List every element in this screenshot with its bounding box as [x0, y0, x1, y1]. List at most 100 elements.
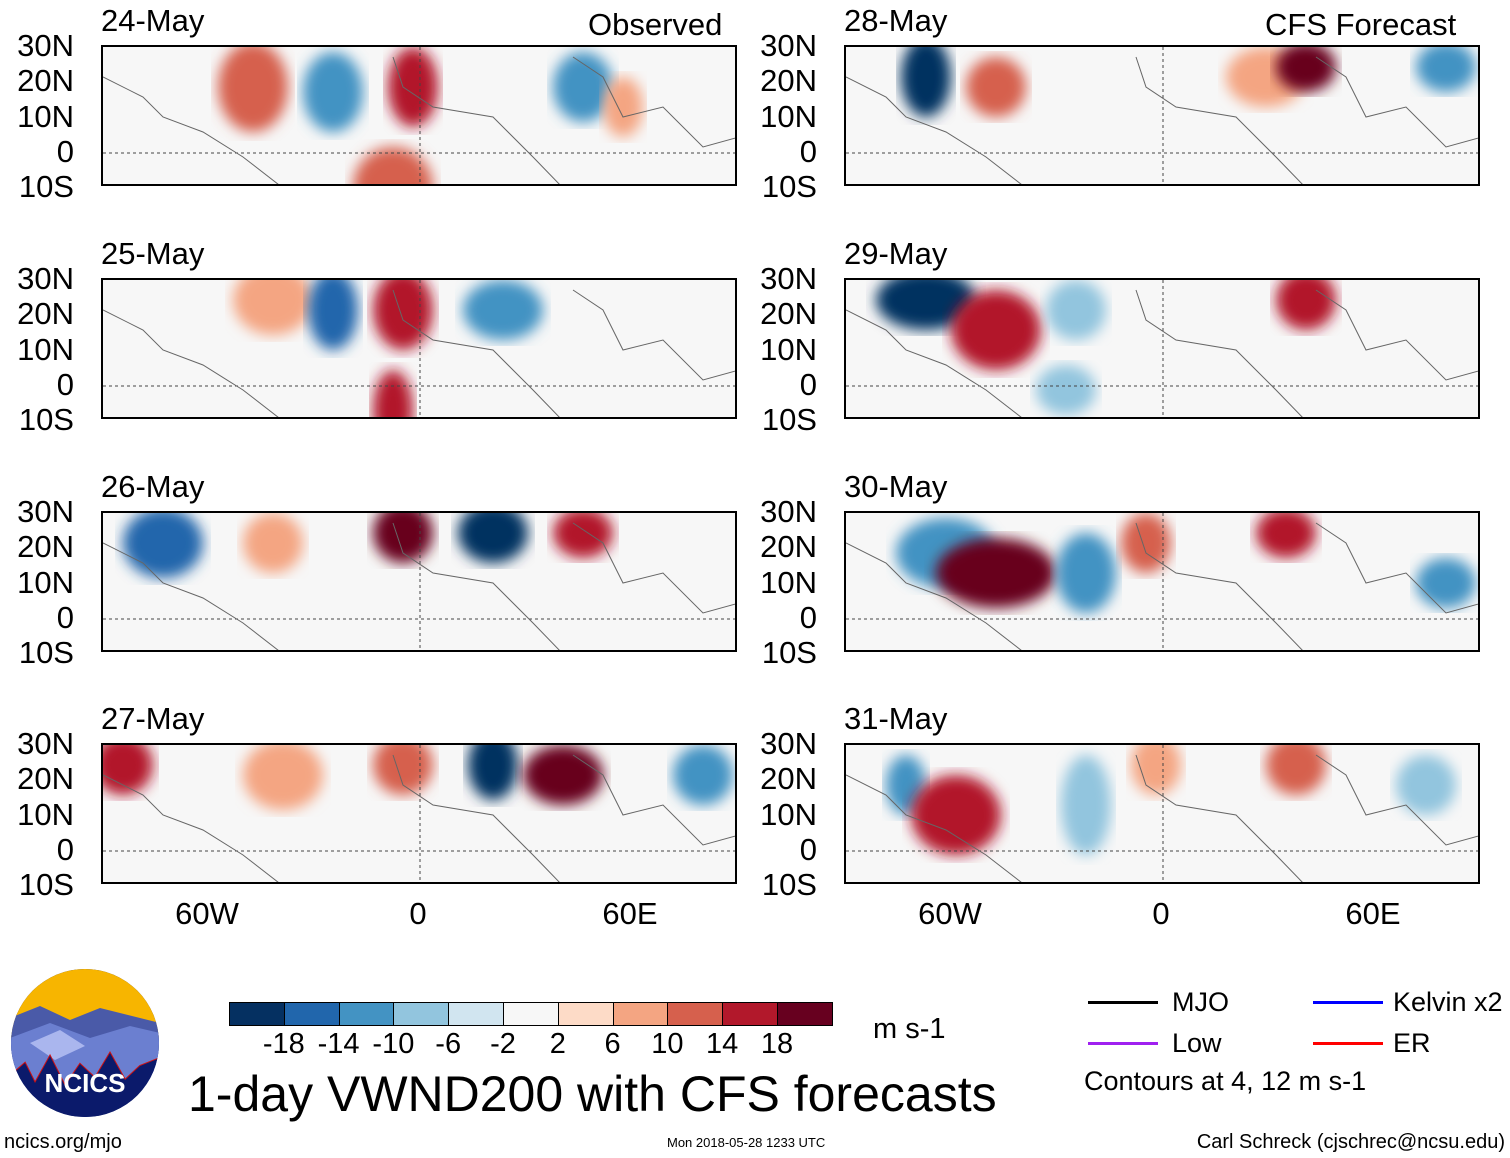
wind-anomaly-shading	[373, 513, 433, 563]
lat-tick-label: 20N	[17, 63, 74, 98]
map-panel	[844, 45, 1480, 186]
lat-tick-label: 10N	[760, 332, 817, 367]
logo-text: NCICS	[45, 1068, 126, 1098]
coastline	[103, 754, 735, 882]
colorbar-swatch	[722, 1002, 778, 1026]
lon-tick-label: 0	[409, 896, 427, 931]
colorbar-swatch	[503, 1002, 559, 1026]
lat-tick-label: 30N	[17, 261, 74, 296]
coastline	[103, 289, 735, 417]
wind-anomaly-shading	[303, 52, 363, 132]
wind-anomaly-shading	[1266, 745, 1326, 795]
lat-tick-label: 10N	[760, 99, 817, 134]
lat-tick-label: 10S	[761, 169, 817, 204]
coastline	[103, 56, 735, 184]
lat-tick-label: 10N	[760, 797, 817, 832]
colorbar-label: -6	[435, 1028, 462, 1060]
wind-anomaly-shading	[463, 280, 543, 340]
colorbar-swatch	[393, 1002, 450, 1026]
panel-date: 27-May	[101, 701, 205, 736]
legend-label-mjo: MJO	[1172, 987, 1229, 1017]
colorbar-label: -2	[490, 1028, 516, 1060]
lon-tick-label: 60W	[175, 896, 239, 931]
colorbar-swatch	[448, 1002, 504, 1026]
map-panel	[101, 743, 737, 884]
lat-tick-label: 0	[799, 600, 817, 635]
wind-anomaly-shading	[1056, 533, 1116, 613]
wind-anomaly-shading	[1036, 365, 1096, 415]
wind-anomaly-shading	[1416, 558, 1476, 608]
lat-tick-label: 0	[799, 832, 817, 867]
lat-tick-label: 0	[56, 134, 74, 169]
legend-label-er: ER	[1393, 1028, 1431, 1058]
map-panel	[844, 278, 1480, 419]
wind-anomaly-shading	[603, 77, 643, 137]
colorbar-swatch	[612, 1002, 669, 1026]
legend-line-er	[1313, 1042, 1383, 1045]
wind-anomaly-shading	[373, 280, 433, 350]
lat-tick-label: 10S	[18, 635, 74, 670]
wind-anomaly-shading	[553, 52, 613, 122]
lat-tick-label: 10S	[18, 402, 74, 437]
legend-line-mjo	[1088, 1001, 1158, 1004]
coastline	[846, 754, 1478, 882]
contour-note: Contours at 4, 12 m s-1	[1084, 1066, 1367, 1096]
wind-anomaly-shading	[936, 538, 1056, 608]
lat-tick-label: 20N	[760, 761, 817, 796]
coastline	[846, 289, 1478, 417]
wind-anomaly-shading	[373, 370, 413, 417]
colorbar-swatch	[667, 1002, 724, 1026]
forecast-label: CFS Forecast	[1265, 7, 1457, 42]
lat-tick-label: 30N	[17, 494, 74, 529]
coastline	[846, 522, 1478, 650]
lat-tick-label: 0	[56, 832, 74, 867]
colorbar-label: 18	[760, 1028, 794, 1060]
lat-tick-label: 10S	[18, 169, 74, 204]
figure-title: 1-day VWND200 with CFS forecasts	[188, 1066, 997, 1122]
footer-timestamp: Mon 2018-05-28 1233 UTC	[667, 1135, 826, 1150]
wind-anomaly-shading	[388, 47, 438, 127]
lat-tick-label: 20N	[17, 296, 74, 331]
wind-anomaly-shading	[123, 513, 203, 578]
wind-anomaly-shading	[1046, 280, 1106, 340]
panel-date: 26-May	[101, 469, 205, 504]
colorbar-label: -14	[317, 1028, 360, 1060]
map-panel	[844, 743, 1480, 884]
lat-tick-label: 30N	[760, 726, 817, 761]
lat-tick-label: 10N	[17, 332, 74, 367]
wind-anomaly-shading	[373, 745, 433, 795]
panel-date: 24-May	[101, 3, 205, 38]
colorbar-label: 14	[706, 1028, 739, 1060]
lat-tick-label: 30N	[760, 28, 817, 63]
map-panel	[101, 278, 737, 419]
lon-tick-label: 60W	[918, 896, 982, 931]
footer-url: ncics.org/mjo	[4, 1131, 122, 1153]
legend-line-low	[1088, 1042, 1158, 1045]
map-panel	[101, 45, 737, 186]
lat-tick-label: 10S	[18, 867, 74, 902]
panel-date: 29-May	[844, 236, 948, 271]
colorbar-swatch	[283, 1002, 340, 1026]
ncics-logo: NCICS	[10, 968, 160, 1118]
wind-anomaly-shading	[1121, 513, 1171, 573]
colorbar-label: 10	[651, 1028, 684, 1060]
lat-tick-label: 20N	[760, 296, 817, 331]
legend-label-kelvin: Kelvin x2	[1393, 987, 1503, 1017]
wind-anomaly-shading	[901, 47, 951, 117]
wind-anomaly-shading	[1276, 47, 1336, 92]
map-panel	[101, 511, 737, 652]
wind-anomaly-shading	[1276, 280, 1336, 330]
lat-tick-label: 10N	[17, 99, 74, 134]
wind-anomaly-shading	[966, 57, 1026, 117]
wind-anomaly-shading	[103, 745, 153, 795]
lat-tick-label: 0	[56, 367, 74, 402]
lat-tick-label: 10S	[761, 635, 817, 670]
wind-anomaly-shading	[523, 745, 603, 805]
lat-tick-label: 20N	[17, 529, 74, 564]
wind-anomaly-shading	[458, 513, 528, 563]
wind-anomaly-shading	[876, 280, 976, 330]
lat-tick-label: 30N	[760, 261, 817, 296]
colorbar-units: m s-1	[873, 1013, 946, 1045]
legend-label-low: Low	[1172, 1028, 1222, 1058]
